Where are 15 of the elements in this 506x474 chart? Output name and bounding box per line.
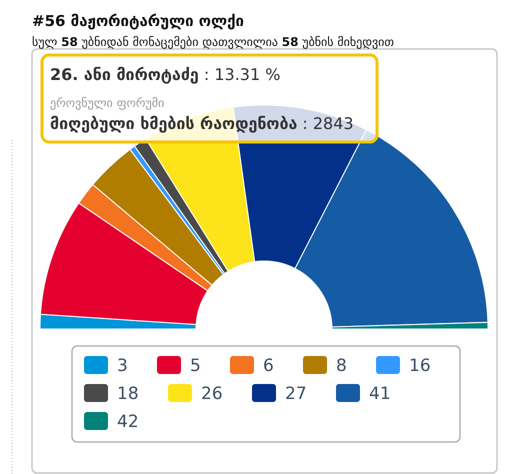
legend-label: 5 <box>190 356 201 376</box>
legend-label: 26 <box>201 384 223 404</box>
text: ეროვნული ფორუმი <box>50 96 164 110</box>
text: 26. ანი მიროტაძე : 13.31 % <box>50 65 280 84</box>
legend-label: 41 <box>369 384 391 404</box>
legend-label: 8 <box>336 356 347 376</box>
legend-label: 42 <box>117 412 139 432</box>
legend-label: 27 <box>285 384 307 404</box>
chart-subtitle: სულ 58 უბნიდან მონაცემები დათვლილია 58 უბნის მიხედვით <box>32 35 394 49</box>
text: მიღებული ხმების რაოდენობა : 2843 <box>50 114 354 133</box>
legend-label: 18 <box>117 384 139 404</box>
legend-label: 16 <box>409 356 431 376</box>
legend-label: 6 <box>263 356 274 376</box>
chart-title: #56 მაჟორიტარული ოლქი <box>32 12 244 30</box>
legend-label: 3 <box>117 356 128 376</box>
